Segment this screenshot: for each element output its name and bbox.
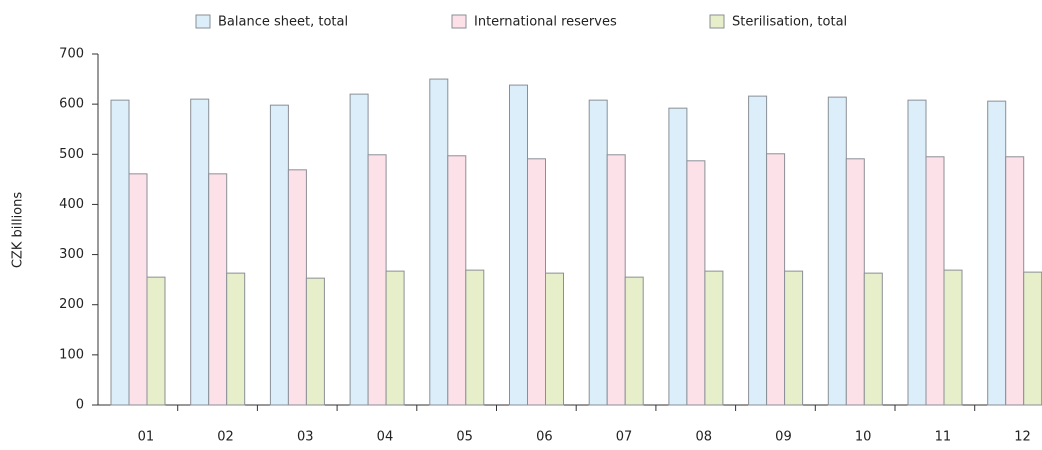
x-tick-label: 05	[456, 430, 473, 445]
bar	[668, 107, 688, 406]
x-tick-label: 01	[138, 430, 155, 445]
legend-swatch	[195, 14, 211, 29]
y-axis-label: CZK billions	[11, 192, 26, 269]
bar	[545, 272, 564, 406]
bar	[827, 96, 847, 406]
y-tick-label: 700	[59, 47, 84, 62]
bar	[987, 100, 1007, 406]
bar	[429, 78, 449, 406]
y-tick-label: 400	[59, 197, 84, 212]
bar	[110, 99, 130, 406]
bar	[269, 104, 289, 406]
y-tick-label: 0	[76, 398, 84, 413]
bar	[465, 269, 485, 406]
y-tick-label: 500	[59, 147, 84, 162]
bar	[943, 269, 963, 406]
bar	[686, 160, 706, 406]
bar	[704, 270, 724, 406]
legend-label: Balance sheet, total	[218, 15, 348, 30]
bar	[349, 93, 369, 406]
y-tick-label: 200	[59, 297, 84, 312]
bar	[367, 154, 387, 406]
bar	[305, 277, 325, 406]
bar	[863, 272, 883, 406]
bar	[208, 173, 228, 406]
bar	[784, 270, 804, 406]
bar	[748, 95, 768, 406]
bar	[509, 84, 528, 406]
bar	[190, 98, 210, 406]
y-tick-label: 300	[59, 247, 84, 262]
bar	[146, 276, 166, 406]
bar	[128, 173, 148, 406]
bar	[1023, 271, 1042, 406]
x-tick-label: 04	[377, 430, 394, 445]
bar	[925, 156, 945, 406]
bar	[624, 276, 644, 406]
bar	[527, 158, 546, 406]
x-tick-label: 03	[297, 430, 314, 445]
legend-swatch	[709, 14, 725, 29]
bar	[766, 153, 786, 406]
bar	[447, 155, 467, 406]
bar	[385, 270, 405, 406]
bar	[606, 154, 626, 406]
bar	[287, 169, 307, 406]
x-tick-label: 12	[1014, 430, 1031, 445]
x-tick-label: 08	[695, 430, 712, 445]
legend-swatch	[451, 14, 467, 29]
y-tick-label: 600	[59, 97, 84, 112]
bar	[226, 272, 246, 406]
y-tick-label: 100	[59, 347, 84, 362]
bar	[907, 99, 927, 406]
legend-label: Sterilisation, total	[732, 15, 847, 30]
x-tick-label: 02	[217, 430, 234, 445]
x-tick-label: 11	[935, 430, 952, 445]
legend-label: International reserves	[474, 15, 617, 30]
x-tick-label: 09	[775, 430, 792, 445]
x-tick-label: 07	[616, 430, 633, 445]
bar	[1005, 156, 1025, 406]
bar	[845, 158, 865, 406]
x-tick-label: 06	[536, 430, 553, 445]
x-tick-label: 10	[855, 430, 872, 445]
bar	[588, 99, 608, 406]
